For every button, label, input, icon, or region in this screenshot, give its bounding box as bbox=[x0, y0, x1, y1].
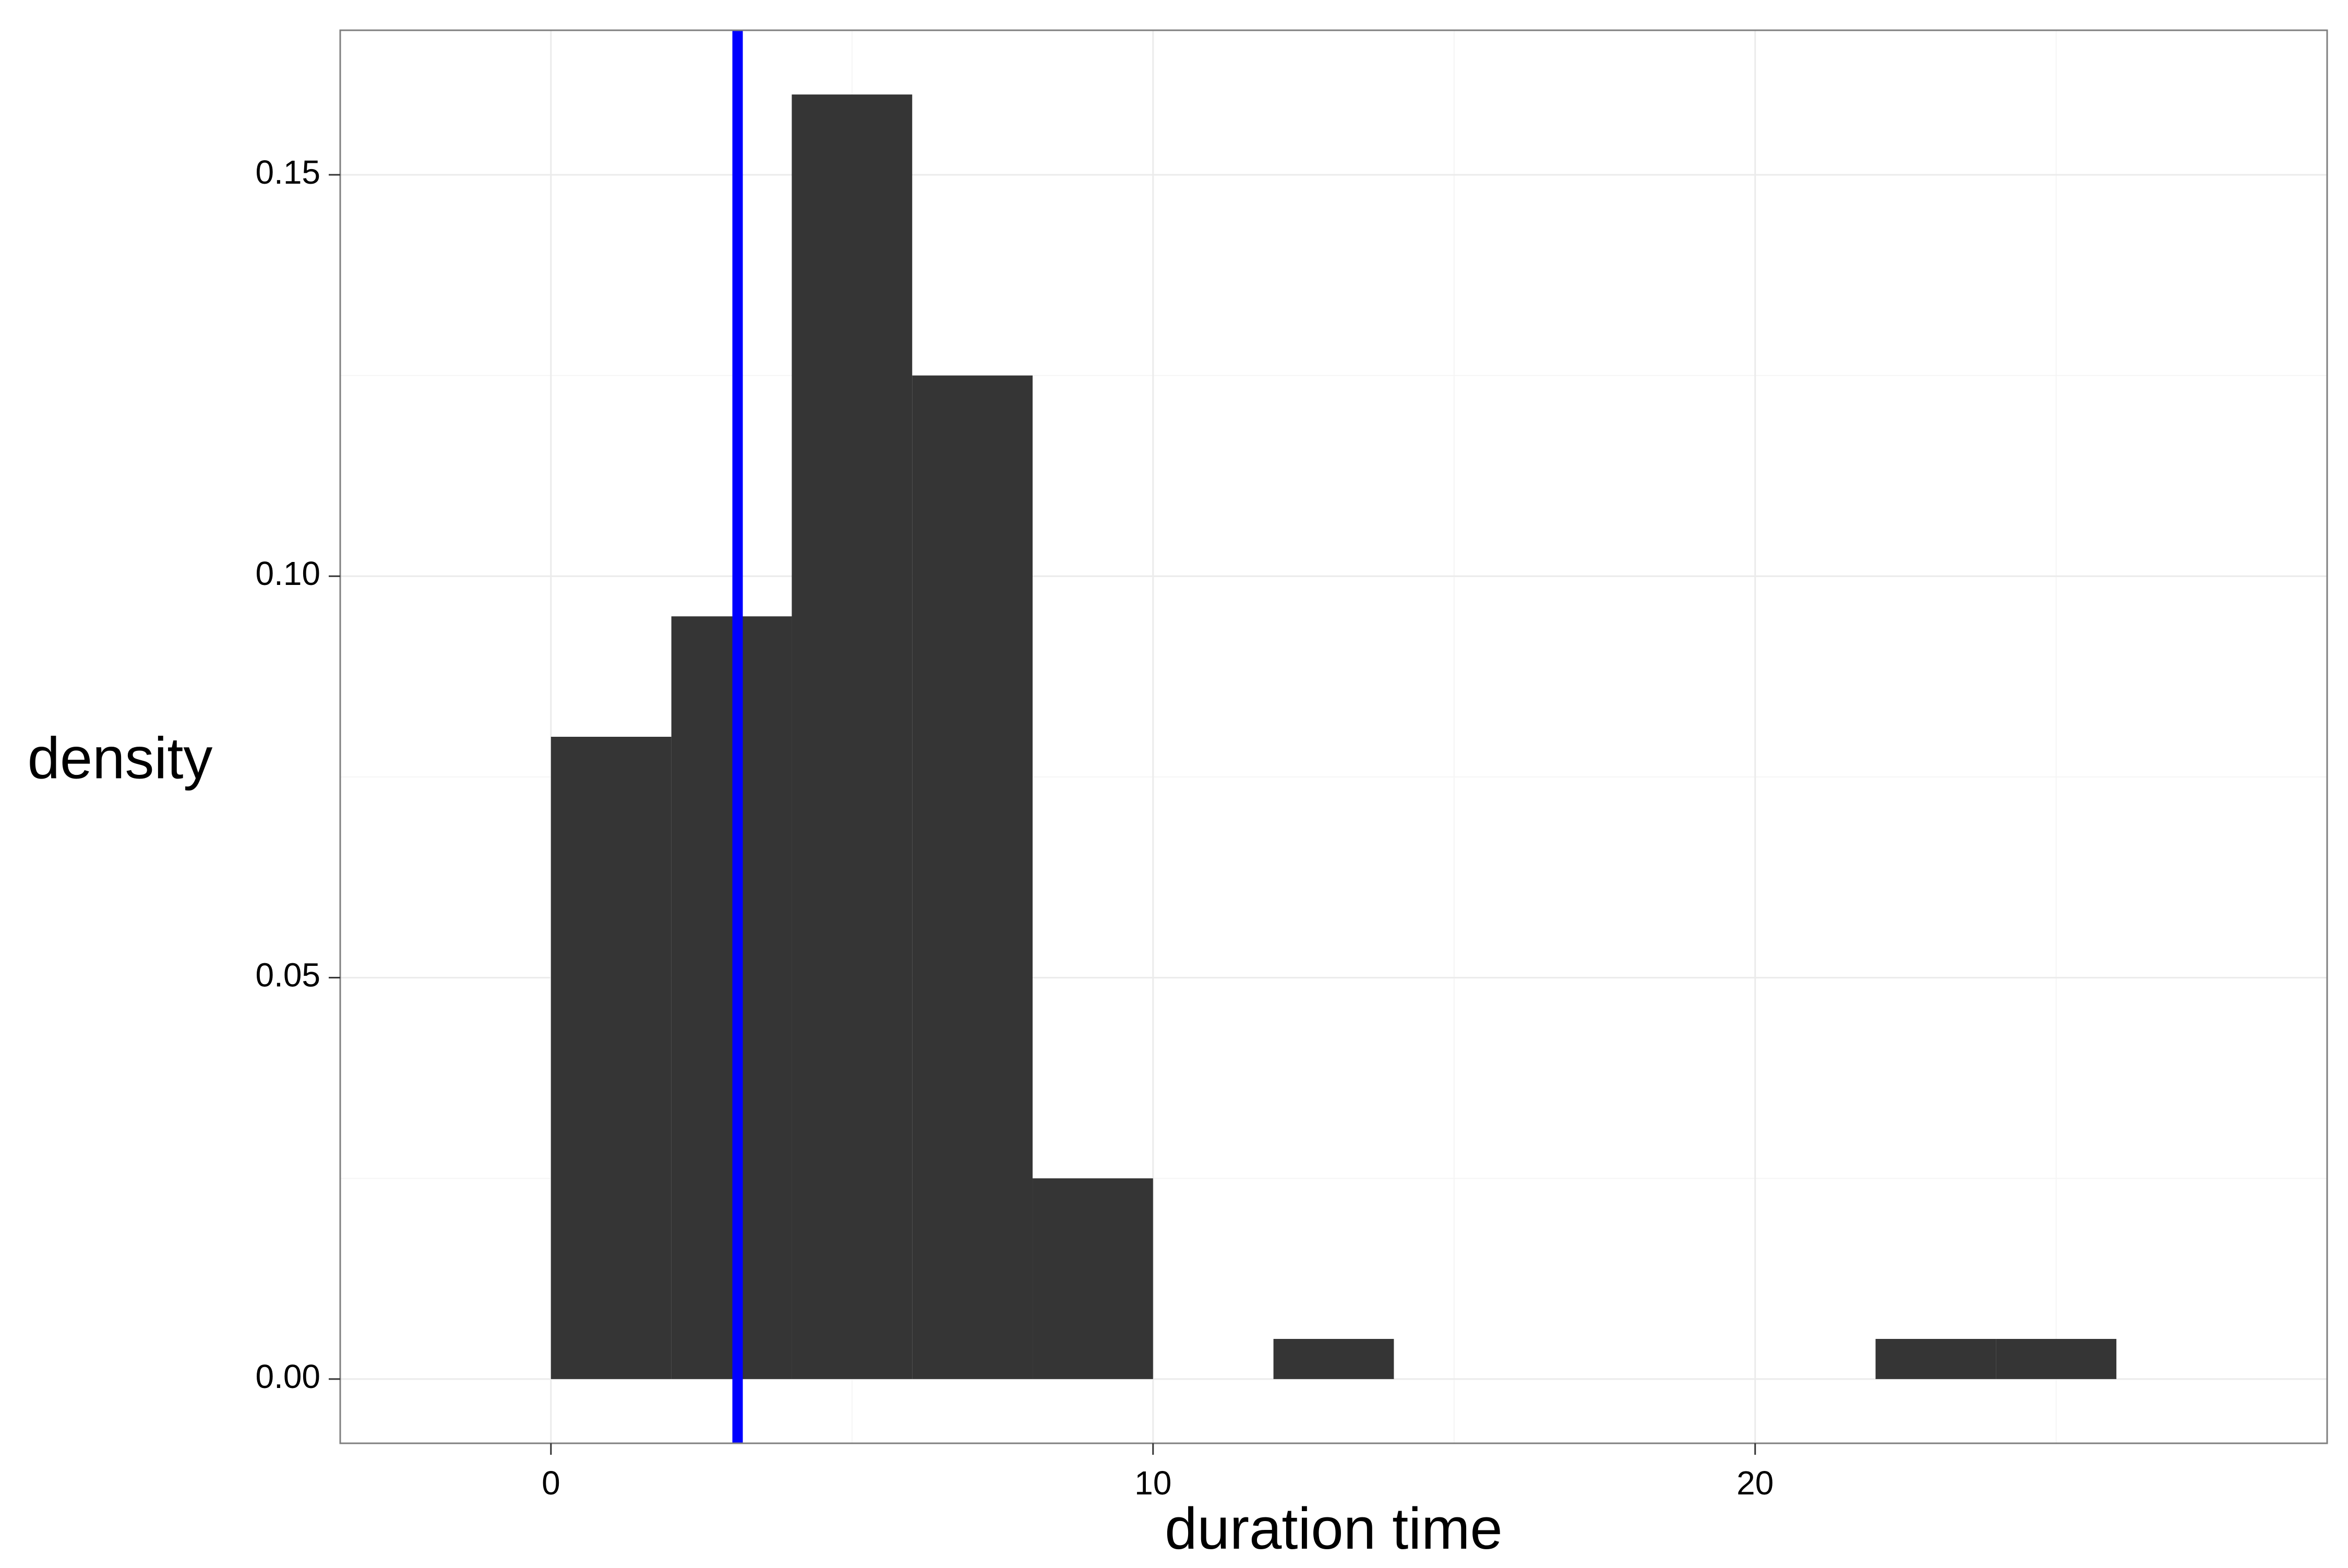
histogram-bar bbox=[1273, 1338, 1394, 1379]
x-tick-label: 0 bbox=[542, 1464, 560, 1502]
y-tick-label: 0.00 bbox=[255, 1358, 320, 1395]
y-tick-label: 0.15 bbox=[255, 153, 320, 191]
y-tick-label: 0.10 bbox=[255, 555, 320, 592]
histogram-bar bbox=[1996, 1338, 2117, 1379]
y-tick-label: 0.05 bbox=[255, 956, 320, 994]
histogram-bar bbox=[671, 616, 792, 1379]
histogram-bar bbox=[1033, 1178, 1153, 1379]
histogram-bar bbox=[550, 737, 672, 1379]
histogram-bar bbox=[792, 94, 913, 1379]
plot-border bbox=[339, 29, 2328, 1444]
x-axis-title: duration time bbox=[1165, 1496, 1502, 1561]
x-tick-label: 10 bbox=[1134, 1464, 1171, 1502]
x-axis: 0 10 20 bbox=[542, 1443, 1774, 1502]
x-tick-label: 20 bbox=[1736, 1464, 1774, 1502]
y-axis: 0.00 0.05 0.10 0.15 bbox=[255, 153, 340, 1395]
y-axis-title: density bbox=[28, 726, 213, 791]
histogram-bar bbox=[912, 375, 1033, 1379]
histogram-bars bbox=[550, 94, 2117, 1379]
histogram-bar bbox=[1875, 1338, 1996, 1379]
